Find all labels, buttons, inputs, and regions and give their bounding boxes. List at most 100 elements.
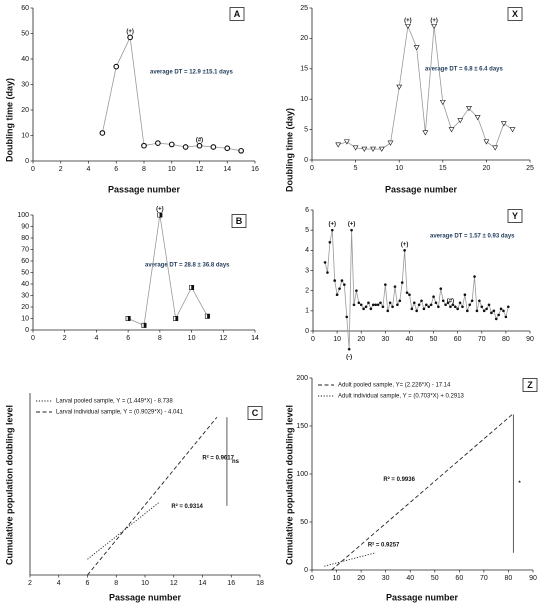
r-squared: R² = 0.9314 <box>171 503 203 510</box>
marker <box>384 283 387 286</box>
annotation: (+) <box>430 18 438 24</box>
marker <box>379 301 382 305</box>
marker <box>466 309 469 313</box>
panel-box <box>247 406 263 420</box>
significance-label: ns <box>232 459 240 465</box>
marker <box>125 316 131 321</box>
x-tick-label: 14 <box>251 335 259 342</box>
x-tick-label: 18 <box>256 580 264 587</box>
x-tick-label: 15 <box>439 165 447 172</box>
marker <box>338 287 341 290</box>
marker <box>168 141 175 148</box>
x-tick-label: 12 <box>196 166 204 173</box>
y-tick-label: 200 <box>296 375 308 382</box>
marker <box>474 115 481 121</box>
marker <box>113 63 120 70</box>
x-tick-label: 0 <box>311 336 315 343</box>
marker <box>431 23 437 30</box>
x-tick-label: 30 <box>381 336 389 343</box>
y-tick-label: 50 <box>21 30 29 37</box>
y-tick-label: 50 <box>21 269 29 276</box>
y-tick-label: 30 <box>21 292 29 299</box>
regression-line <box>87 416 218 576</box>
marker <box>173 316 179 321</box>
y-tick-label: 50 <box>300 519 308 526</box>
panel-label: Z <box>527 380 533 390</box>
panel-label: X <box>512 9 518 19</box>
x-tick-label: 40 <box>406 336 414 343</box>
marker <box>473 275 476 278</box>
marker <box>507 305 510 309</box>
y-tick-label: 25 <box>300 5 308 12</box>
marker <box>157 212 163 218</box>
panel-label: C <box>252 408 259 418</box>
marker <box>425 303 428 307</box>
marker <box>343 283 346 286</box>
note: average DT = 12.9 ±15.1 days <box>150 70 234 76</box>
marker <box>371 303 375 307</box>
y-tick-label: 20 <box>300 35 308 42</box>
marker <box>480 305 484 309</box>
y-tick-label: 60 <box>21 258 29 265</box>
x-tick-label: 8 <box>114 580 118 587</box>
y-tick-label: 0 <box>305 328 309 335</box>
marker <box>224 145 231 152</box>
x-tick-label: 6 <box>114 166 118 173</box>
x-tick-label: 4 <box>57 580 61 587</box>
marker <box>364 305 368 309</box>
marker <box>483 139 490 145</box>
y-tick-label: 15 <box>300 66 308 73</box>
marker <box>410 307 414 311</box>
marker <box>323 261 327 264</box>
marker <box>439 99 446 106</box>
x-tick-label: 2 <box>28 580 32 587</box>
x-tick-label: 0 <box>31 335 35 342</box>
x-tick-label: 25 <box>526 165 534 172</box>
panel-box <box>522 378 538 392</box>
x-tick-label: 10 <box>168 166 176 173</box>
marker <box>451 303 455 307</box>
y-axis-label: Cumulative population doubling level <box>4 405 14 565</box>
y-tick-label: 20 <box>21 107 29 114</box>
x-tick-label: 16 <box>227 580 235 587</box>
x-tick-label: 4 <box>94 335 98 342</box>
marker <box>502 309 505 313</box>
x-tick-label: 8 <box>142 166 146 173</box>
r-squared: R² = 0.9936 <box>383 476 415 483</box>
x-tick-label: 0 <box>31 166 35 173</box>
data-line <box>127 214 208 326</box>
x-tick-label: 8 <box>158 335 162 342</box>
marker <box>470 299 474 303</box>
y-tick-label: 4 <box>305 247 309 254</box>
marker <box>386 309 390 313</box>
x-tick-label: 20 <box>357 575 365 582</box>
x-tick-label: 14 <box>223 166 231 173</box>
marker <box>391 305 394 309</box>
x-tick-label: 6 <box>86 580 90 587</box>
marker <box>415 309 418 313</box>
marker <box>347 347 351 351</box>
marker <box>326 271 329 274</box>
marker <box>457 118 464 124</box>
marker <box>182 144 189 150</box>
x-tick-label: 40 <box>406 575 414 582</box>
y-tick-label: 5 <box>305 227 309 234</box>
x-tick-label: 70 <box>478 336 486 343</box>
legend-label: Adult individual sample, Y = (0.703*X) +… <box>338 394 465 400</box>
marker <box>487 303 491 307</box>
marker <box>352 303 356 307</box>
marker <box>509 127 516 133</box>
annotation: (+) <box>329 222 337 228</box>
marker <box>340 279 344 282</box>
y-axis-label: Doubling time (day) <box>284 108 294 192</box>
marker <box>350 228 353 232</box>
x-tick-label: 20 <box>483 165 491 172</box>
marker <box>420 299 423 303</box>
x-tick-label: 60 <box>455 575 463 582</box>
marker <box>485 307 488 311</box>
marker <box>448 127 455 133</box>
marker <box>381 305 385 309</box>
x-tick-label: 80 <box>502 336 510 343</box>
annotation: (+) <box>348 222 356 228</box>
marker <box>494 317 498 321</box>
